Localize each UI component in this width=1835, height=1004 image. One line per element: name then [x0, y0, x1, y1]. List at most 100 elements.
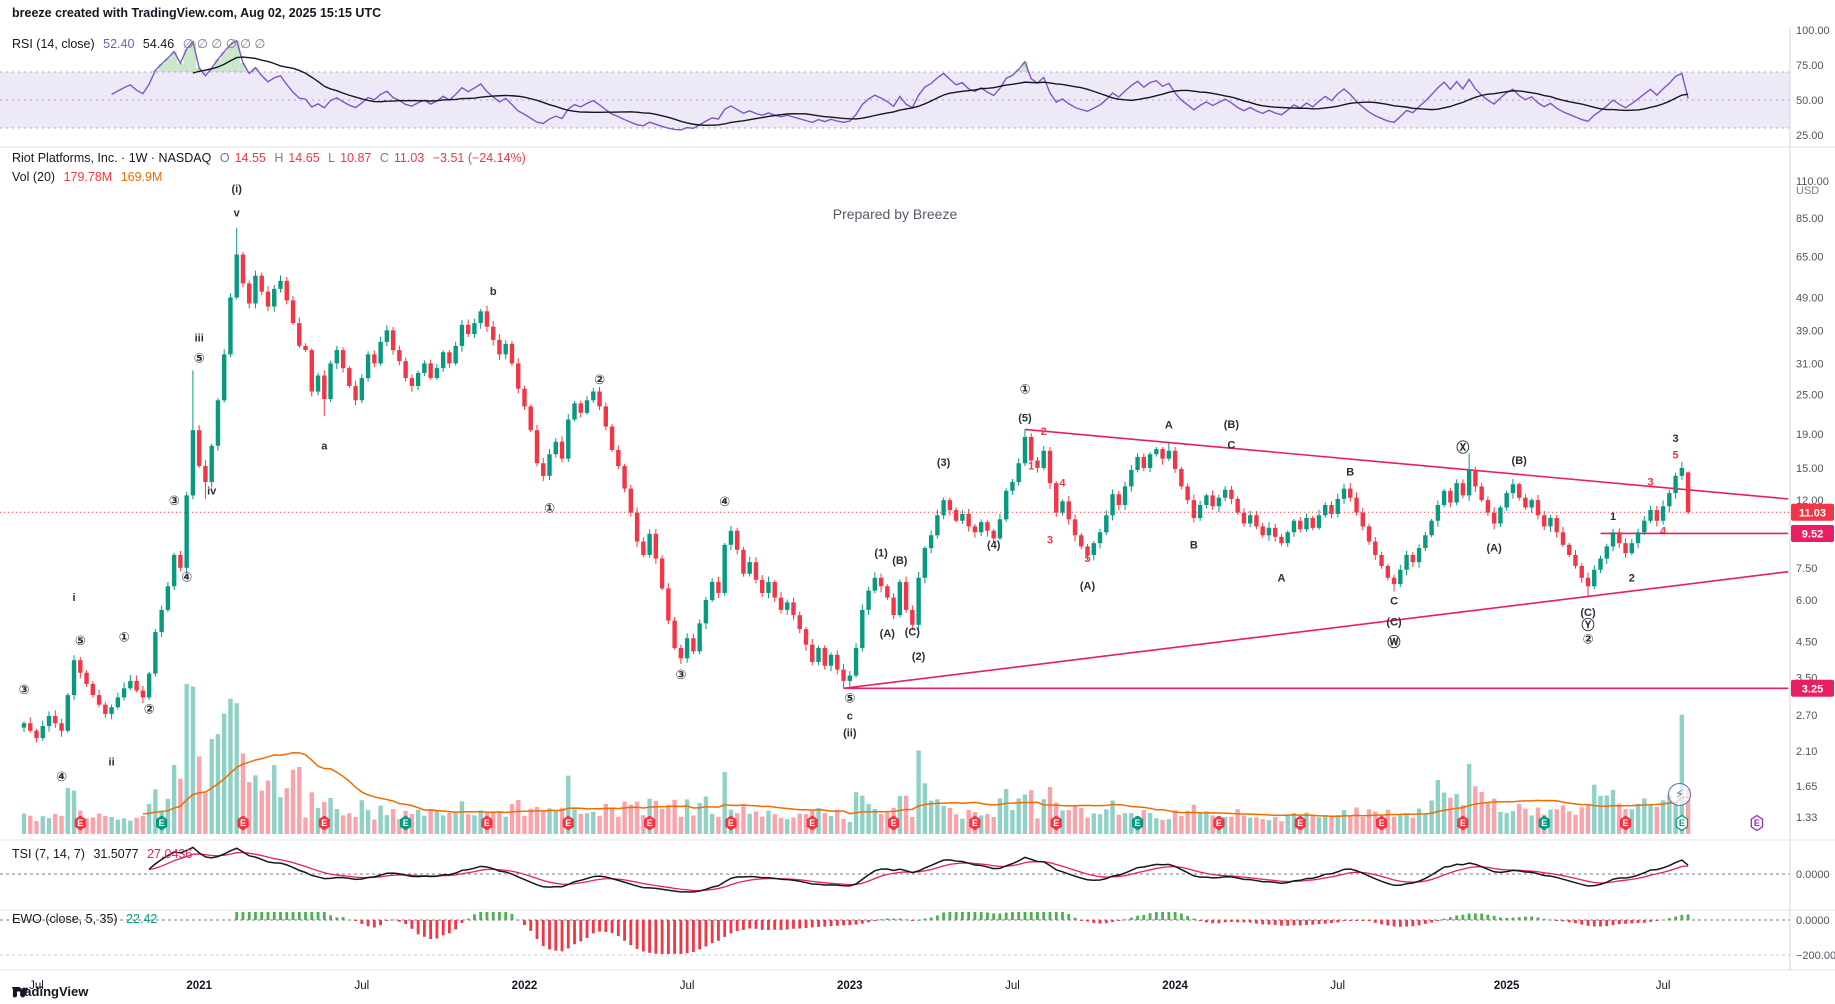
elliott-wave-label[interactable]: C [1227, 439, 1235, 451]
trendline-ascending-support[interactable] [843, 570, 1789, 690]
ewo-pane[interactable] [0, 911, 1790, 956]
earnings-marker[interactable]: E [1538, 815, 1550, 831]
volume-bar [603, 803, 609, 834]
elliott-wave-label[interactable]: ⑤ [75, 633, 86, 648]
elliott-wave-label[interactable]: ③ [675, 667, 686, 682]
elliott-wave-label[interactable]: Ⓨ [1581, 618, 1594, 633]
elliott-wave-label[interactable]: (C) [1580, 607, 1596, 619]
trendline-descending-resistance[interactable] [1024, 428, 1789, 500]
elliott-wave-label[interactable]: B [1190, 539, 1198, 551]
earnings-marker[interactable]: E [1294, 815, 1306, 831]
elliott-wave-label[interactable]: ① [119, 630, 130, 645]
elliott-wave-label[interactable]: (A) [1487, 543, 1503, 555]
elliott-wave-label[interactable]: 1 [1610, 511, 1616, 523]
earnings-marker[interactable]: E [1131, 815, 1144, 831]
price-badge[interactable] [1791, 524, 1834, 542]
earnings-marker[interactable]: E [969, 815, 981, 831]
earnings-marker[interactable]: E [562, 815, 574, 831]
earnings-marker[interactable]: E [481, 815, 493, 831]
main-pane[interactable]: E E E E E E E E E E E E E E E E E E E E E E ③ ④ i ⑤ ii ① ② ③ ④ iii ⑤ iv v (… [0, 184, 1790, 834]
elliott-wave-label[interactable]: ⑤ [194, 350, 205, 365]
earnings-marker[interactable]: E [806, 815, 818, 831]
elliott-wave-label[interactable]: 4 [1059, 478, 1066, 490]
elliott-wave-label[interactable]: ① [1019, 381, 1030, 396]
elliott-wave-label[interactable]: iv [207, 485, 217, 497]
earnings-marker[interactable]: E [1619, 815, 1632, 831]
elliott-wave-label[interactable]: Ⓧ [1456, 440, 1469, 455]
earnings-marker[interactable]: E [237, 815, 249, 831]
elliott-wave-label[interactable]: (4) [987, 539, 1001, 551]
earnings-marker[interactable]: E [74, 815, 86, 831]
elliott-wave-label[interactable]: ② [1582, 631, 1593, 646]
elliott-wave-label[interactable]: ④ [719, 494, 730, 509]
elliott-wave-label[interactable]: a [321, 440, 328, 452]
elliott-wave-label[interactable]: ② [144, 701, 155, 716]
elliott-wave-label[interactable]: 3 [1047, 534, 1053, 546]
elliott-wave-label[interactable]: (5) [1018, 413, 1032, 425]
elliott-wave-label[interactable]: b [490, 286, 497, 298]
elliott-wave-label[interactable]: (1) [874, 548, 888, 560]
elliott-wave-label[interactable]: (3) [937, 457, 951, 469]
elliott-wave-label[interactable]: ③ [18, 682, 29, 697]
elliott-wave-label[interactable]: (ii) [843, 728, 857, 740]
earnings-marker[interactable]: E [1457, 815, 1469, 831]
elliott-wave-label[interactable]: (A) [880, 628, 896, 640]
earnings-marker[interactable]: E [400, 815, 412, 831]
elliott-wave-label[interactable]: ii [109, 756, 115, 768]
earnings-marker[interactable]: E [1375, 815, 1388, 831]
elliott-wave-label[interactable]: (B) [1512, 455, 1528, 467]
elliott-wave-label[interactable]: i [73, 592, 76, 604]
flash-icon[interactable]: ⚡ [1668, 783, 1691, 806]
earnings-marker[interactable]: E [1050, 815, 1062, 831]
ewo-bar [310, 911, 314, 920]
elliott-wave-label[interactable]: (C) [1386, 616, 1402, 628]
volume-bar [991, 816, 996, 834]
elliott-wave-label[interactable]: B [1346, 466, 1354, 478]
time-scale[interactable]: Jul 2021 Jul 2022 Jul 2023 Jul 2024 Jul 2025 Jul [29, 980, 1670, 992]
earnings-marker[interactable]: E [318, 815, 330, 831]
elliott-wave-label[interactable]: 1 [1028, 461, 1034, 473]
elliott-wave-label[interactable]: ⑤ [844, 690, 855, 705]
elliott-wave-label[interactable]: C [1390, 596, 1398, 608]
volume-bar [1366, 809, 1372, 834]
elliott-wave-label[interactable]: A [1277, 572, 1285, 584]
price-badge[interactable] [1791, 503, 1834, 521]
elliott-wave-label[interactable]: ① [544, 500, 555, 515]
earnings-marker[interactable]: E [644, 815, 656, 831]
elliott-wave-label[interactable]: (C) [905, 627, 921, 639]
tsi-pane[interactable] [0, 846, 1790, 893]
elliott-wave-label[interactable]: (2) [912, 651, 926, 663]
elliott-wave-label[interactable]: Ⓦ [1388, 635, 1401, 650]
elliott-wave-label[interactable]: 5 [1084, 553, 1090, 565]
elliott-wave-label[interactable]: (A) [1080, 581, 1096, 593]
elliott-wave-label[interactable]: A [1165, 420, 1173, 432]
elliott-wave-label[interactable]: 5 [1673, 450, 1679, 462]
earnings-marker[interactable]: E [725, 815, 737, 831]
elliott-wave-label[interactable]: ③ [169, 493, 180, 508]
elliott-wave-label[interactable]: 3 [1673, 433, 1679, 445]
elliott-wave-label[interactable]: (B) [892, 555, 908, 567]
earnings-marker[interactable]: E [1675, 814, 1689, 832]
elliott-wave-label[interactable]: (i) [232, 184, 243, 196]
earnings-marker[interactable]: E [156, 815, 168, 831]
tradingview-logo[interactable]: TradingView [12, 984, 88, 999]
elliott-wave-label[interactable]: (B) [1224, 419, 1240, 431]
elliott-wave-label[interactable]: ② [594, 372, 605, 387]
rsi-pane[interactable] [0, 39, 1790, 131]
elliott-wave-label[interactable]: v [234, 208, 241, 220]
earnings-marker[interactable]: E [887, 815, 900, 831]
elliott-wave-label[interactable]: 2 [1041, 426, 1047, 438]
earnings-marker[interactable]: E [1750, 814, 1764, 832]
earnings-marker[interactable]: E [1213, 815, 1225, 831]
elliott-wave-label[interactable]: c [847, 711, 853, 723]
elliott-wave-label[interactable]: ④ [56, 769, 67, 784]
elliott-wave-label[interactable]: iii [195, 332, 204, 344]
price-badge[interactable] [1791, 679, 1834, 697]
elliott-wave-label[interactable]: ④ [181, 569, 192, 584]
symbol-title[interactable]: Riot Platforms, Inc. · 1W · NASDAQ [12, 151, 212, 165]
elliott-wave-label[interactable]: 4 [1660, 525, 1667, 537]
elliott-wave-label[interactable]: 2 [1629, 572, 1635, 584]
elliott-wave-label[interactable]: 3 [1647, 477, 1653, 489]
